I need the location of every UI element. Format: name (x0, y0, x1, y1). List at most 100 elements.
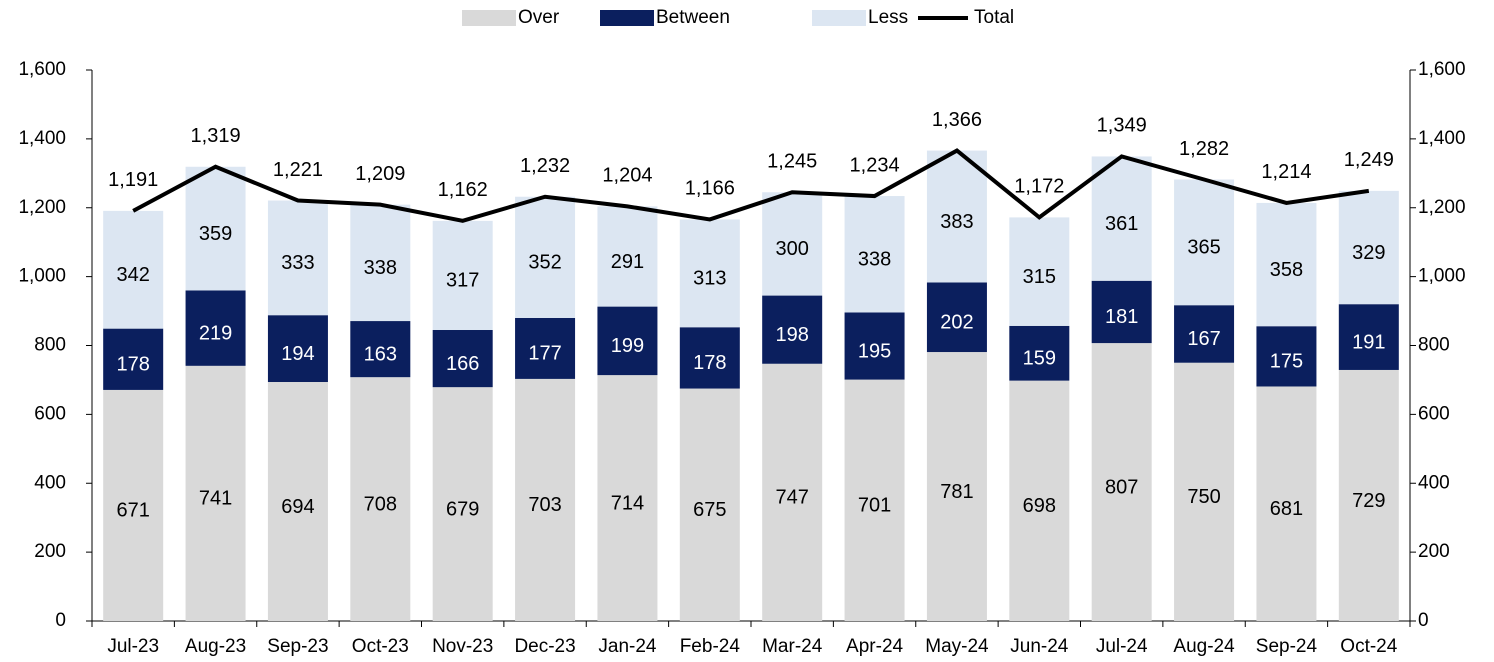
data-label: 703 (528, 494, 561, 516)
bar-segment (267, 315, 328, 383)
bar-segment (1009, 217, 1070, 326)
x-tick-label: Nov-23 (432, 636, 493, 657)
y2-tick-label: 1,400 (1418, 128, 1466, 149)
data-label: 383 (940, 211, 973, 233)
data-label: 807 (1105, 476, 1138, 498)
bar-segment (597, 306, 658, 376)
y2-tick-label: 600 (1418, 403, 1450, 424)
bar-segment (679, 388, 740, 621)
data-label: 359 (199, 223, 232, 245)
bar-segment (926, 282, 987, 353)
x-tick-label: Dec-23 (514, 636, 575, 657)
legend-label: Over (518, 7, 560, 28)
x-tick-label: Oct-24 (1340, 636, 1397, 657)
bar-segment (1256, 386, 1317, 621)
data-label: 679 (446, 498, 479, 520)
total-label: 1,282 (1179, 138, 1229, 160)
y-tick-label: 1,200 (18, 197, 66, 218)
data-label: 317 (446, 270, 479, 292)
total-label: 1,221 (273, 159, 323, 181)
legend-swatch (600, 10, 654, 26)
y-tick-label: 200 (34, 541, 66, 562)
total-label: 1,245 (767, 151, 817, 173)
data-label: 365 (1187, 237, 1220, 259)
bar-segment (1091, 343, 1152, 621)
data-label: 671 (117, 500, 150, 522)
bar-segment (1091, 280, 1152, 344)
data-label: 729 (1352, 490, 1385, 512)
data-label: 714 (611, 492, 644, 514)
y2-tick-label: 1,200 (1418, 197, 1466, 218)
data-label: 338 (858, 249, 891, 271)
data-label: 163 (364, 343, 397, 365)
data-label: 177 (528, 343, 561, 365)
bar-segment (103, 389, 164, 621)
data-label: 342 (117, 264, 150, 286)
data-label: 701 (858, 495, 891, 517)
data-label: 178 (693, 352, 726, 374)
legend-swatch (812, 10, 866, 26)
bar-segment (1256, 202, 1317, 327)
data-label: 159 (1023, 348, 1056, 370)
y2-tick-label: 0 (1418, 610, 1429, 631)
x-tick-label: Aug-23 (185, 636, 246, 657)
data-label: 166 (446, 353, 479, 375)
data-label: 313 (693, 268, 726, 290)
data-label: 750 (1187, 486, 1220, 508)
y2-tick-label: 1,000 (1418, 266, 1466, 287)
y2-tick-label: 1,600 (1418, 59, 1466, 80)
bar-segment (350, 204, 411, 322)
bar-segment (1174, 305, 1235, 363)
data-label: 291 (611, 251, 644, 273)
x-tick-label: Aug-24 (1173, 636, 1235, 657)
bar-segment (515, 196, 576, 318)
total-label: 1,234 (850, 154, 900, 176)
data-label: 199 (611, 335, 644, 357)
data-label: 175 (1270, 351, 1303, 373)
data-label: 698 (1023, 495, 1056, 517)
data-label: 191 (1352, 331, 1385, 353)
bar-segment (844, 379, 905, 621)
legend-label: Less (868, 7, 908, 28)
x-tick-label: Apr-24 (846, 636, 903, 657)
data-label: 315 (1023, 266, 1056, 288)
bar-segment (432, 387, 493, 621)
data-label: 708 (364, 493, 397, 515)
bar-segment (1338, 190, 1399, 305)
bar-segment (597, 206, 658, 307)
y2-tick-label: 800 (1418, 335, 1450, 356)
data-label: 333 (281, 252, 314, 274)
bar-segment (762, 192, 823, 296)
data-label: 181 (1105, 306, 1138, 328)
bar-segment (679, 219, 740, 328)
data-label: 352 (528, 252, 561, 274)
data-label: 747 (776, 487, 809, 509)
bar-segment (185, 166, 246, 291)
x-tick-label: Feb-24 (680, 636, 741, 657)
bar-segment (432, 220, 493, 331)
y-tick-label: 1,600 (18, 59, 66, 80)
total-line (132, 148, 1370, 223)
total-label: 1,172 (1014, 176, 1064, 198)
x-tick-label: May-24 (925, 636, 989, 657)
y-tick-label: 0 (55, 610, 66, 631)
bar-segment (926, 150, 987, 283)
bar-segment (515, 317, 576, 379)
x-tick-label: Oct-23 (352, 636, 409, 657)
data-label: 675 (693, 499, 726, 521)
bar-segment (103, 328, 164, 390)
data-label: 361 (1105, 213, 1138, 235)
bar-segment (926, 352, 987, 621)
y2-tick-label: 400 (1418, 472, 1450, 493)
data-label: 741 (199, 488, 232, 510)
x-tick-label: Sep-24 (1256, 636, 1318, 657)
bar-segment (1091, 156, 1152, 281)
data-label: 694 (281, 496, 314, 518)
bar-segment (185, 290, 246, 366)
total-label: 1,162 (438, 179, 488, 201)
x-tick-label: Jun-24 (1010, 636, 1069, 657)
bar-segment (1256, 326, 1317, 387)
bar-segment (597, 375, 658, 621)
data-label: 195 (858, 340, 891, 362)
data-label: 202 (940, 312, 973, 334)
